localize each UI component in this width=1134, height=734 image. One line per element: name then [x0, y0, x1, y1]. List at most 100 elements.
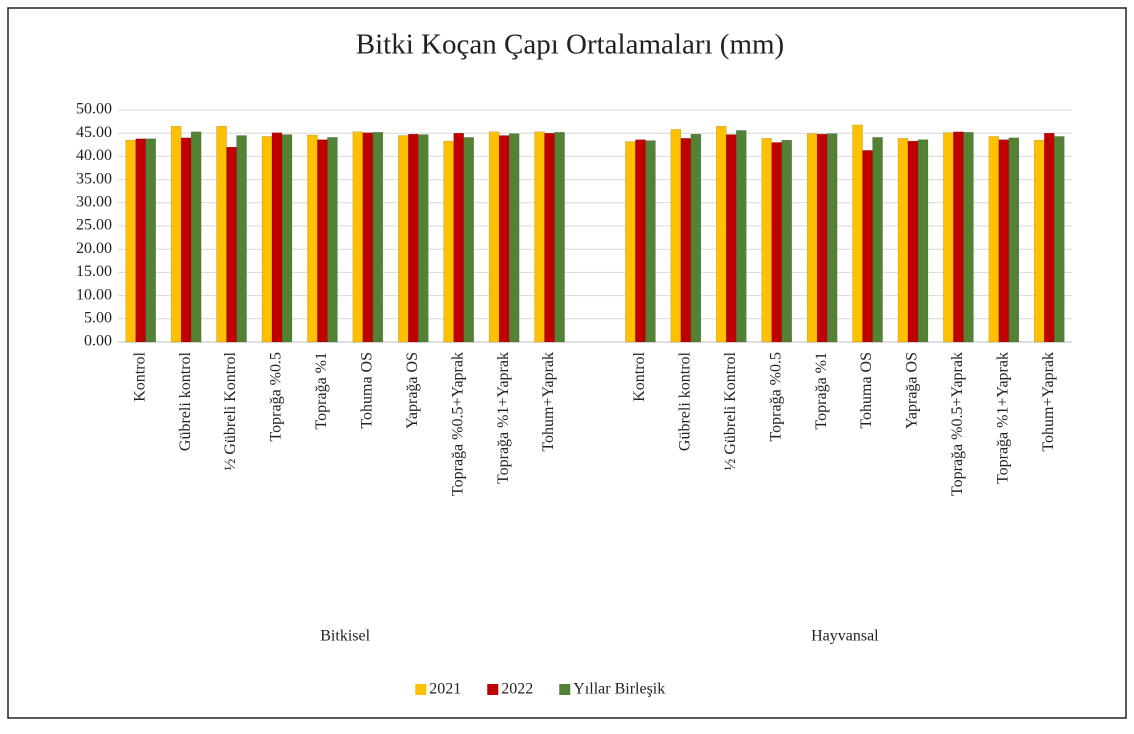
bar	[852, 124, 863, 343]
x-tick-label: Tohum+Yaprak	[1040, 352, 1057, 452]
bar	[362, 132, 374, 343]
bar	[670, 129, 682, 343]
legend-label: Yıllar Birleşik	[573, 681, 665, 698]
bar	[726, 134, 737, 343]
y-tick-label: 15.00	[76, 263, 112, 280]
bar	[408, 133, 419, 343]
bar	[771, 142, 782, 343]
x-tick-label: Gübreli kontrol	[177, 351, 194, 451]
y-tick-label: 40.00	[76, 147, 112, 164]
bar	[625, 141, 636, 343]
bar	[1054, 136, 1065, 343]
y-tick-label: 10.00	[76, 286, 112, 303]
bar	[917, 139, 929, 343]
bar	[352, 131, 364, 343]
x-tick-label: Toprağa %0.5	[268, 352, 285, 442]
bar	[236, 135, 247, 343]
bar	[943, 132, 954, 343]
bar	[135, 138, 146, 343]
bar	[216, 125, 227, 343]
legend-swatch	[559, 684, 571, 695]
y-tick-label: 20.00	[76, 240, 112, 257]
x-tick-label: Yaprağa OS	[404, 352, 421, 429]
x-tick-label: Toprağa %0.5+Yaprak	[949, 352, 966, 496]
legend-label: 2021	[429, 681, 461, 698]
x-tick-label: Toprağa %1+Yaprak	[495, 352, 512, 484]
x-tick-label: Toprağa %1	[813, 352, 830, 430]
bar	[488, 131, 500, 343]
bar	[816, 133, 828, 343]
bar	[781, 139, 792, 343]
bar	[453, 132, 464, 343]
bar	[170, 125, 182, 343]
y-tick-label: 30.00	[76, 193, 112, 210]
y-tick-label: 50.00	[76, 101, 112, 118]
x-tick-label: Toprağa %0.5+Yaprak	[449, 352, 466, 496]
bar	[645, 140, 656, 343]
bar	[953, 131, 964, 343]
bar	[1008, 137, 1020, 343]
bar	[897, 138, 909, 343]
bar	[145, 138, 156, 343]
x-tick-label: Gübreli kontrol	[677, 351, 694, 451]
legend-swatch	[415, 684, 427, 695]
bar	[680, 138, 692, 343]
chart-title: Bitki Koçan Çapı Ortalamaları (mm)	[356, 29, 784, 61]
bar	[271, 132, 283, 343]
bar	[534, 131, 545, 343]
x-tick-label: ½ Gübreli Kontrol	[722, 351, 739, 470]
frame	[7, 7, 1127, 719]
bar	[180, 137, 192, 343]
x-tick-label: Tohuma OS	[858, 352, 875, 429]
bar	[125, 139, 136, 343]
bar	[988, 136, 1000, 343]
bar	[508, 133, 520, 343]
bar	[716, 125, 727, 343]
bar	[372, 132, 384, 343]
bar	[544, 132, 555, 343]
bar	[261, 136, 273, 343]
group-label: Hayvansal	[811, 628, 879, 645]
bar	[1034, 139, 1045, 343]
bar	[463, 137, 474, 343]
y-tick-label: 0.00	[84, 333, 112, 350]
bar	[690, 133, 702, 343]
y-tick-label: 35.00	[76, 170, 112, 187]
bar	[398, 135, 409, 343]
x-tick-label: ½ Gübreli Kontrol	[222, 351, 239, 470]
x-tick-label: Toprağa %1+Yaprak	[995, 352, 1012, 484]
bar	[872, 137, 883, 343]
group-label: Bitkisel	[320, 628, 370, 645]
bar	[635, 139, 646, 343]
bar	[554, 132, 565, 343]
bar	[327, 137, 338, 343]
bar	[307, 134, 318, 343]
bar	[806, 133, 818, 343]
bar	[190, 131, 202, 343]
x-tick-label: Toprağa %1	[313, 352, 330, 430]
bar	[826, 133, 838, 343]
bar	[963, 132, 974, 343]
legend-swatch	[487, 684, 499, 695]
x-tick-label: Tohum+Yaprak	[540, 352, 557, 452]
y-tick-label: 45.00	[76, 124, 112, 141]
bar	[761, 138, 772, 343]
y-tick-label: 25.00	[76, 217, 112, 234]
x-tick-label: Kontrol	[631, 351, 648, 401]
bar	[443, 140, 454, 343]
x-tick-label: Toprağa %0.5	[767, 352, 784, 442]
legend-label: 2022	[501, 681, 533, 698]
bar	[226, 146, 237, 343]
x-tick-label: Tohuma OS	[359, 352, 376, 429]
bar	[998, 139, 1010, 343]
bar	[736, 130, 747, 343]
x-tick-label: Kontrol	[131, 351, 148, 401]
bar	[418, 134, 429, 343]
bar	[281, 134, 293, 343]
bar	[1044, 132, 1055, 343]
x-tick-label: Yaprağa OS	[904, 352, 921, 429]
bar	[498, 135, 510, 343]
bar	[862, 150, 873, 343]
bar	[317, 139, 328, 343]
